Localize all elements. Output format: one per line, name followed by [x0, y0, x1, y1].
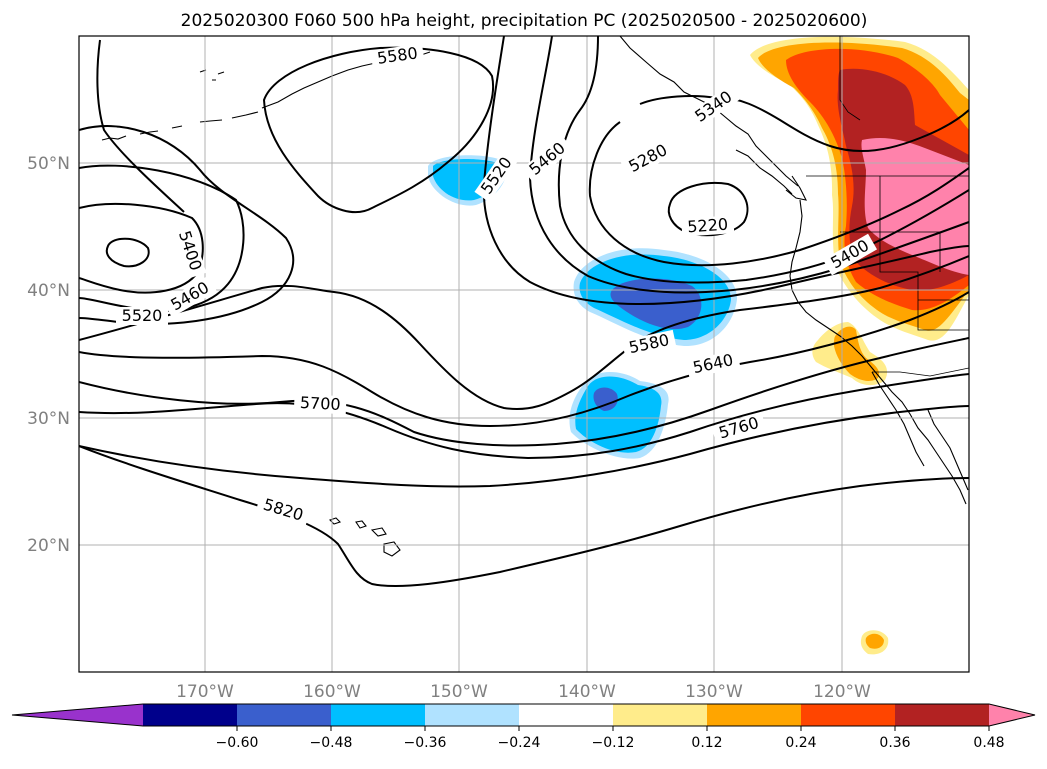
contour-label-text: 5700 — [299, 393, 341, 414]
lon-label-150w: 150°W — [430, 682, 488, 702]
contour-label-5520-west: 5520 — [116, 306, 168, 325]
precip-blob-baja-south — [865, 633, 884, 649]
colorbar-tick-label: 0.12 — [691, 735, 722, 751]
contour-label-5220: 5220 — [681, 215, 735, 237]
coastline-bc-islands — [735, 149, 807, 201]
contour-5820-main — [79, 445, 969, 588]
colorbar-bin — [895, 704, 990, 726]
contour-label-text: 5220 — [687, 215, 729, 237]
colorbar-tick-label: 0.48 — [973, 735, 1004, 751]
colorbar-tick-label: −0.36 — [404, 735, 447, 751]
contour-5580-north-ring — [262, 46, 495, 214]
contour-5280-main — [639, 95, 969, 152]
lat-label-30n: 30°N — [27, 409, 70, 429]
contour-5580-main — [79, 291, 969, 428]
coastline-hawaii — [328, 517, 401, 557]
contour-5760-main — [79, 405, 969, 488]
precip-blob-subtropical-core — [593, 387, 618, 411]
colorbar-bin — [519, 704, 614, 726]
lon-label-160w: 160°W — [303, 682, 361, 702]
latitude-labels: 50°N 40°N 30°N 20°N — [27, 154, 70, 556]
lon-label-140w: 140°W — [558, 682, 616, 702]
contour-5520-main — [79, 255, 969, 410]
lon-label-130w: 130°W — [685, 682, 743, 702]
contour-label-5580-top: 5580 — [370, 43, 425, 69]
map-frame — [78, 35, 970, 673]
gridlines — [79, 36, 969, 672]
colorbar-bin — [143, 704, 238, 726]
coastline-aleutians — [101, 51, 431, 141]
longitude-labels: 170°W 160°W 150°W 140°W 130°W 120°W — [176, 682, 871, 702]
colorbar-tick-label: 0.24 — [785, 735, 816, 751]
colorbar-tick-label: 0.36 — [879, 735, 910, 751]
colorbar-tick-label: −0.60 — [216, 735, 259, 751]
contour-low-west-inner — [105, 237, 150, 268]
contour-5280-wrap — [588, 121, 969, 267]
precip-warm-core — [861, 138, 969, 275]
colorbar-tick-label: −0.24 — [498, 735, 541, 751]
colorbar-tick-label: −0.48 — [310, 735, 353, 751]
colorbar-bin — [425, 704, 520, 726]
colorbar-bin — [613, 704, 708, 726]
chart-title: 2025020300 F060 500 hPa height, precipit… — [181, 11, 868, 31]
precip-negative-shading — [428, 155, 738, 459]
contour-5460-main — [482, 36, 969, 306]
colorbar-extend-max — [989, 704, 1035, 726]
lat-label-40n: 40°N — [27, 281, 70, 301]
lon-label-170w: 170°W — [176, 682, 234, 702]
border-canada-alaska — [839, 36, 861, 121]
colorbar-tick-label: −0.12 — [592, 735, 635, 751]
contour-label-text: 5520 — [122, 306, 163, 325]
contour-5700-main — [79, 373, 969, 460]
lat-label-20n: 20°N — [27, 536, 70, 556]
map-layer: 5580 5400 5460 5520 5520 5460 5280 5340 … — [79, 36, 969, 672]
colorbar: −0.60 −0.48 −0.36 −0.24 −0.12 0.12 0.24 0.36 0.4… — [11, 703, 1036, 751]
colorbar-outline — [11, 703, 1036, 727]
political-borders — [806, 36, 969, 377]
colorbar-extend-min — [12, 704, 143, 726]
colorbar-bin — [331, 704, 426, 726]
coastline-baja — [871, 371, 969, 491]
colorbar-bin — [707, 704, 802, 726]
contour-label-5700: 5700 — [293, 393, 347, 415]
contour-5220-low — [667, 182, 749, 237]
coastline-us-west — [789, 199, 967, 505]
border-us-mexico — [872, 367, 969, 377]
contour-upper-wrap — [96, 39, 185, 213]
lat-label-50n: 50°N — [27, 154, 70, 174]
lon-label-120w: 120°W — [813, 682, 871, 702]
colorbar-bin — [801, 704, 896, 726]
colorbar-bin — [237, 704, 332, 726]
